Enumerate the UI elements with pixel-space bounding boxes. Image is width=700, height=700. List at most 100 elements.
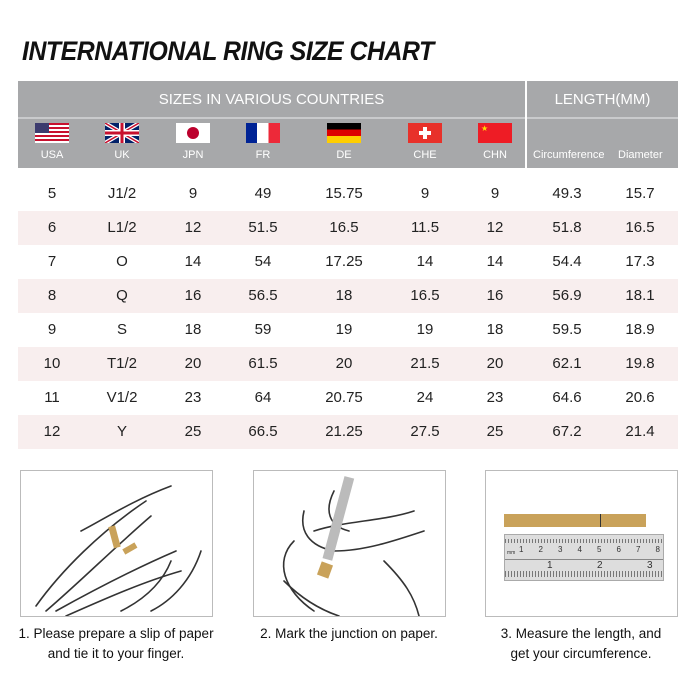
table-cell: 23 [184,389,202,406]
table-cell: 9 [47,321,57,338]
table-cell: 64.6 [552,389,582,406]
japan-flag-icon [176,123,210,143]
table-cell: 11 [44,389,60,406]
table-cell: 7 [47,253,57,270]
table-cell: 20 [335,355,353,372]
step3-line2: get your circumference. [510,646,652,661]
table-cell: V1/2 [106,389,138,406]
table-cell: 64 [254,389,272,406]
germany-flag-icon [327,123,361,143]
table-cell: 49 [254,185,272,202]
table-cell: 5 [47,185,57,202]
country-code: FR [255,149,271,161]
step1-line2: and tie it to your finger. [47,646,185,661]
table-cell: 51.5 [248,219,278,236]
country-fr: FR [238,123,288,161]
table-cell: 51.8 [552,219,582,236]
step3-line1: 3. Measure the length, and [500,626,662,641]
country-chn: ★ CHN [470,123,520,161]
table-cell: 15.75 [325,185,363,202]
country-code: CHN [483,149,507,161]
length-header: LENGTH(MM) Circumference Diameter [527,81,678,168]
table-cell: 14 [184,253,202,270]
sizes-header-label: SIZES IN VARIOUS COUNTRIES [18,81,525,119]
table-cell: 61.5 [248,355,278,372]
ruler-tick-label: 8 [655,545,660,554]
table-cell: 10 [43,355,61,372]
table-cell: 54.4 [552,253,582,270]
table-row: 5 J1/2 9 49 15.75 9 9 49.3 15.7 [18,177,678,211]
country-uk: UK [97,123,147,161]
sizes-header: SIZES IN VARIOUS COUNTRIES USA UK JPN FR DE C… [18,81,525,168]
country-de: DE [319,123,369,161]
table-cell: 21.25 [325,423,363,440]
table-cell: 12 [184,219,202,236]
table-cell: 23 [486,389,504,406]
diameter-label: Diameter [618,149,663,161]
table-cell: 25 [184,423,202,440]
table-cell: 12 [486,219,504,236]
ruler-tick-label: 4 [577,545,582,554]
table-cell: J1/2 [107,185,137,202]
table-row: 7 O 14 54 17.25 14 14 54.4 17.3 [18,245,678,279]
table-cell: 19.8 [625,355,655,372]
table-cell: Q [116,287,128,304]
table-cell: 16 [486,287,504,304]
table-cell: 9 [490,185,500,202]
hand-mark-paper-icon [282,476,425,617]
table-cell: 56.9 [552,287,582,304]
table-cell: 18 [335,287,353,304]
table-cell: 18 [184,321,202,338]
step2-line1: 2. Mark the junction on paper. [260,626,438,641]
table-row: 9 S 18 59 19 19 18 59.5 18.9 [18,313,678,347]
country-jpn: JPN [168,123,218,161]
table-cell: 19 [416,321,434,338]
table-cell: 20.6 [625,389,655,406]
table-cell: 25 [486,423,504,440]
table-row: 6 L1/2 12 51.5 16.5 11.5 12 51.8 16.5 [18,211,678,245]
ruler-tick-label: 3 [647,560,653,571]
table-cell: 15.7 [625,185,655,202]
ruler-tick-label: 5 [597,545,602,554]
table-cell: 19 [335,321,353,338]
table-cell: 18.1 [625,287,655,304]
step1-caption: 1. Please prepare a slip of paper and tie… [0,624,236,664]
table-cell: 67.2 [552,423,582,440]
table-cell: 20.75 [325,389,363,406]
table-cell: 66.5 [248,423,278,440]
table-cell: 49.3 [552,185,582,202]
table-cell: T1/2 [106,355,137,372]
table-cell: S [116,321,127,338]
step2-caption: 2. Mark the junction on paper. [229,624,469,644]
paper-strip [504,514,646,527]
table-cell: 12 [43,423,61,440]
size-table: 5 J1/2 9 49 15.75 9 9 49.3 15.7 6 L1/2 12 51.5 16.5 11… [18,177,678,449]
table-cell: 14 [486,253,504,270]
table-cell: 18.9 [625,321,655,338]
us-flag-icon [35,123,69,143]
table-cell: 16 [184,287,202,304]
country-usa: USA [27,123,77,161]
table-row: 8 Q 16 56.5 18 16.5 16 56.9 18.1 [18,279,678,313]
table-cell: 11.5 [410,219,440,236]
table-cell: 24 [416,389,434,406]
country-code: DE [336,149,352,161]
length-header-label: LENGTH(MM) [527,81,678,119]
table-cell: 59 [254,321,272,338]
table-cell: Y [116,423,127,440]
table-cell: 6 [47,219,57,236]
step1-line1: 1. Please prepare a slip of paper [18,626,214,641]
table-cell: 16.5 [329,219,359,236]
table-cell: 16.5 [410,287,440,304]
table-cell: 54 [254,253,272,270]
table-cell: 14 [416,253,434,270]
step1-illustration [20,470,213,617]
ruler-tick-label: 1 [519,545,524,554]
table-cell: 9 [188,185,198,202]
page-title: INTERNATIONAL RING SIZE CHART [22,36,434,66]
ruler-tick-label: 1 [547,560,553,571]
step3-illustration: mm 1 2 3 4 5 6 7 8 1 2 3 [485,470,678,617]
table-cell: 20 [184,355,202,372]
table-cell: 9 [420,185,430,202]
table-row: 12 Y 25 66.5 21.25 27.5 25 67.2 21.4 [18,415,678,449]
